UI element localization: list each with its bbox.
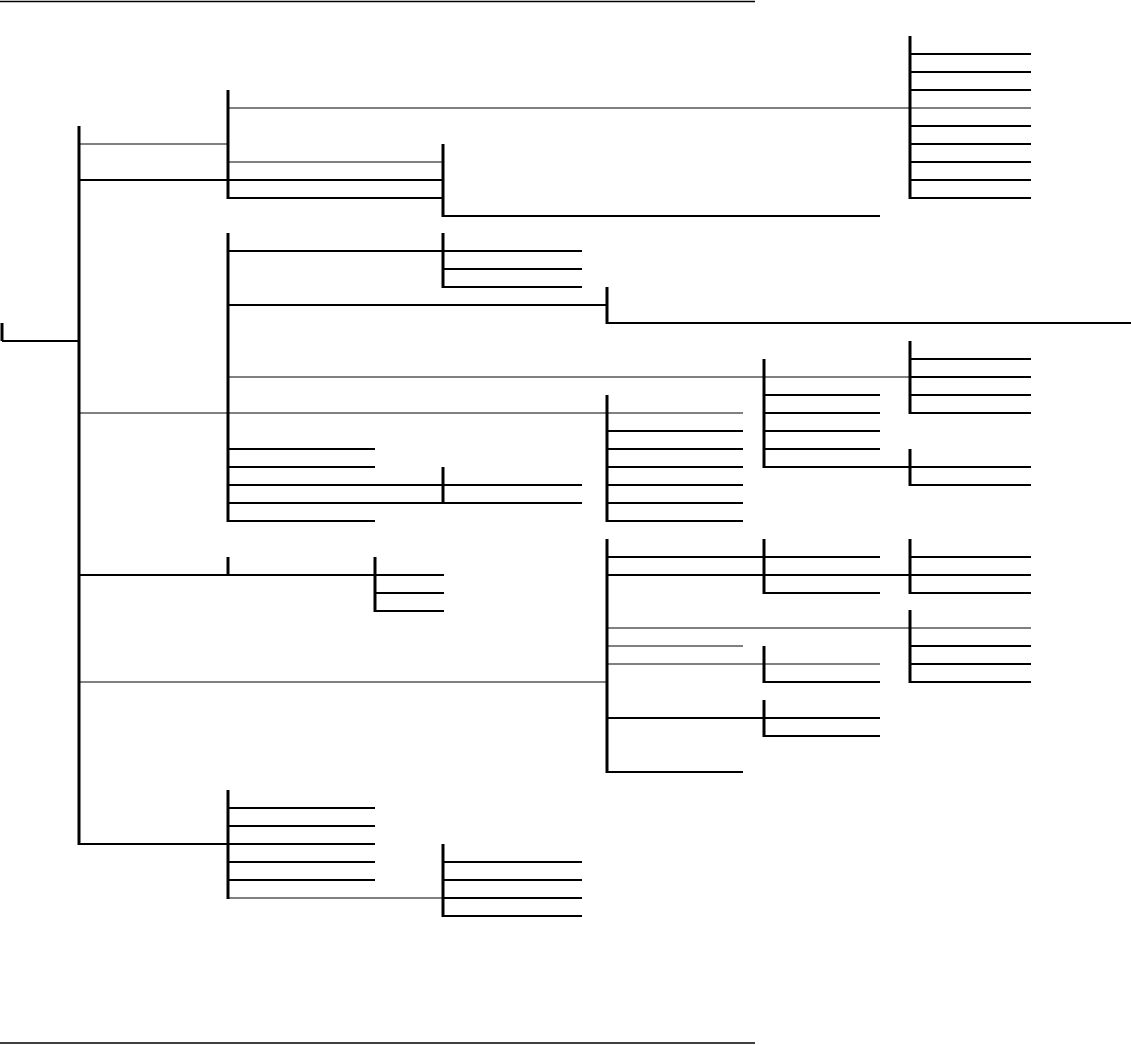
tree-branches-thick <box>2 53 1131 917</box>
tree-verticals <box>0 36 912 917</box>
tree-branches-thin <box>79 107 1031 899</box>
frame-rules <box>0 0 755 1044</box>
